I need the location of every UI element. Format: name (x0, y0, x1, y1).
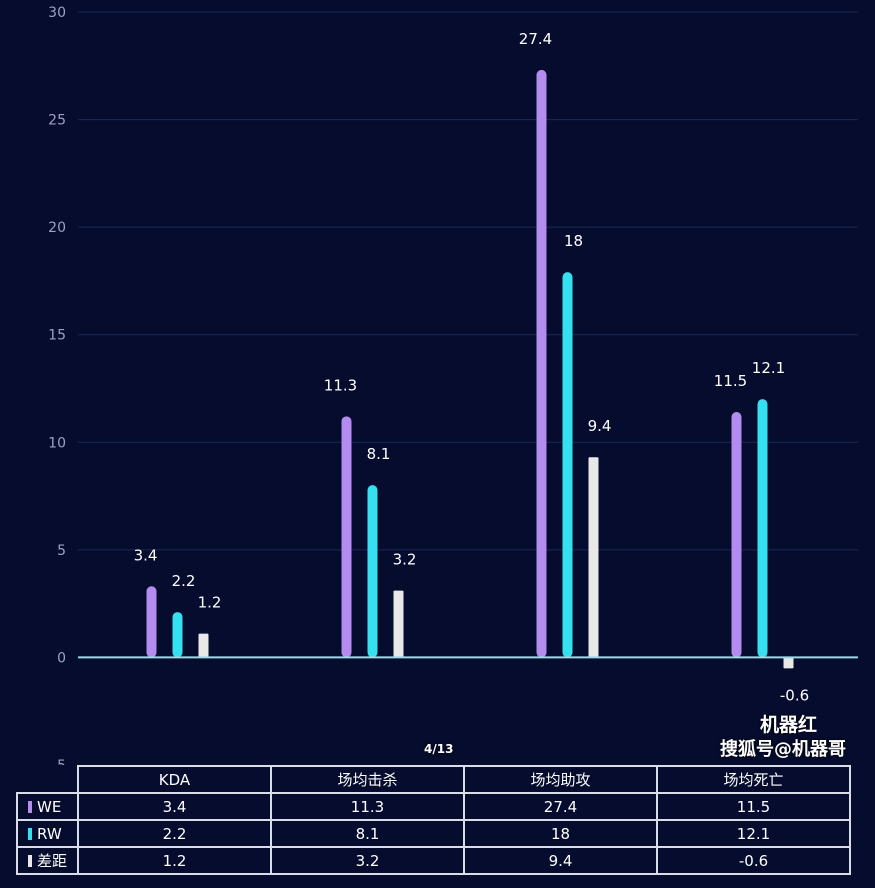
table-row: 差距 1.2 3.2 9.4 -0.6 (16, 846, 851, 875)
table-cell: 12.1 (656, 819, 851, 848)
table-header-row: KDA 场均击杀 场均助攻 场均死亡 (17, 765, 851, 794)
table-cell: 27.4 (463, 792, 658, 821)
bar-WE (731, 412, 742, 658)
legend-swatch (28, 800, 32, 813)
bar-差距 (198, 633, 209, 658)
table-cell: 18 (463, 819, 658, 848)
bar-WE (341, 416, 352, 658)
legend-label: 差距 (37, 852, 68, 870)
data-label: 8.1 (367, 445, 391, 463)
data-label: 11.5 (714, 372, 747, 390)
table-cell: 3.4 (77, 792, 272, 821)
bar-RW (367, 485, 378, 658)
y-tick-label: 5 (57, 543, 66, 559)
y-tick-label: 20 (48, 220, 66, 236)
data-label: 3.2 (393, 551, 417, 569)
table-cell: 11.5 (656, 792, 851, 821)
category-label: 场均死亡 (656, 765, 851, 794)
data-label: 2.2 (172, 572, 196, 590)
category-label: 场均击杀 (270, 765, 465, 794)
bar-chart: -5 0 5 10 15 20 25 30 3.4 11.3 27.4 11.5 2.2 8.1 18 12.… (48, 5, 858, 765)
legend-item: WE (16, 792, 79, 821)
data-label: 27.4 (519, 30, 552, 48)
table-row: RW 2.2 8.1 18 12.1 (16, 819, 851, 848)
table-cell: 1.2 (77, 846, 272, 875)
data-label: -0.6 (780, 686, 809, 704)
table-cell: -0.6 (656, 846, 851, 875)
bar-差距 (588, 457, 599, 658)
y-tick-label: 0 (57, 650, 66, 666)
bar-RW (562, 272, 573, 658)
data-label: 12.1 (752, 359, 785, 377)
table-cell: 2.2 (77, 819, 272, 848)
legend-item: RW (16, 819, 79, 848)
bar-差距 (783, 657, 794, 669)
table-cell: 11.3 (270, 792, 465, 821)
table-cell: 9.4 (463, 846, 658, 875)
bar-RW (172, 612, 183, 658)
data-label: 11.3 (324, 376, 357, 394)
data-label: 18 (564, 232, 583, 250)
legend-item: 差距 (16, 846, 79, 875)
watermark-line1: 机器红 (760, 714, 818, 736)
bar-差距 (393, 590, 404, 658)
bar-WE (536, 69, 547, 658)
table-cell: 8.1 (270, 819, 465, 848)
data-label: 3.4 (134, 546, 158, 564)
page-indicator: 4/13 (424, 742, 454, 756)
y-tick-label: 15 (48, 328, 66, 344)
bar-WE (146, 586, 157, 658)
y-tick-label: -5 (52, 758, 66, 765)
legend-swatch (28, 827, 32, 840)
legend-label: RW (37, 824, 62, 843)
legend-swatch (28, 855, 32, 867)
table-cell: 3.2 (270, 846, 465, 875)
data-label: 9.4 (588, 417, 612, 435)
bar-RW (757, 399, 768, 658)
category-label: KDA (77, 765, 272, 794)
category-label: 场均助攻 (463, 765, 658, 794)
data-label: 1.2 (198, 594, 222, 612)
legend-label: WE (37, 797, 62, 816)
watermark-line2: 搜狐号@机器哥 (720, 739, 846, 760)
y-tick-label: 25 (48, 113, 66, 129)
y-tick-label: 10 (48, 435, 66, 451)
data-table: KDA 场均击杀 场均助攻 场均死亡 WE 3.4 11.3 27.4 11.5 RW 2.2 8.1… (16, 765, 851, 875)
corner-cell (17, 766, 79, 794)
table-row: WE 3.4 11.3 27.4 11.5 (16, 792, 851, 821)
y-tick-label: 30 (48, 5, 66, 21)
